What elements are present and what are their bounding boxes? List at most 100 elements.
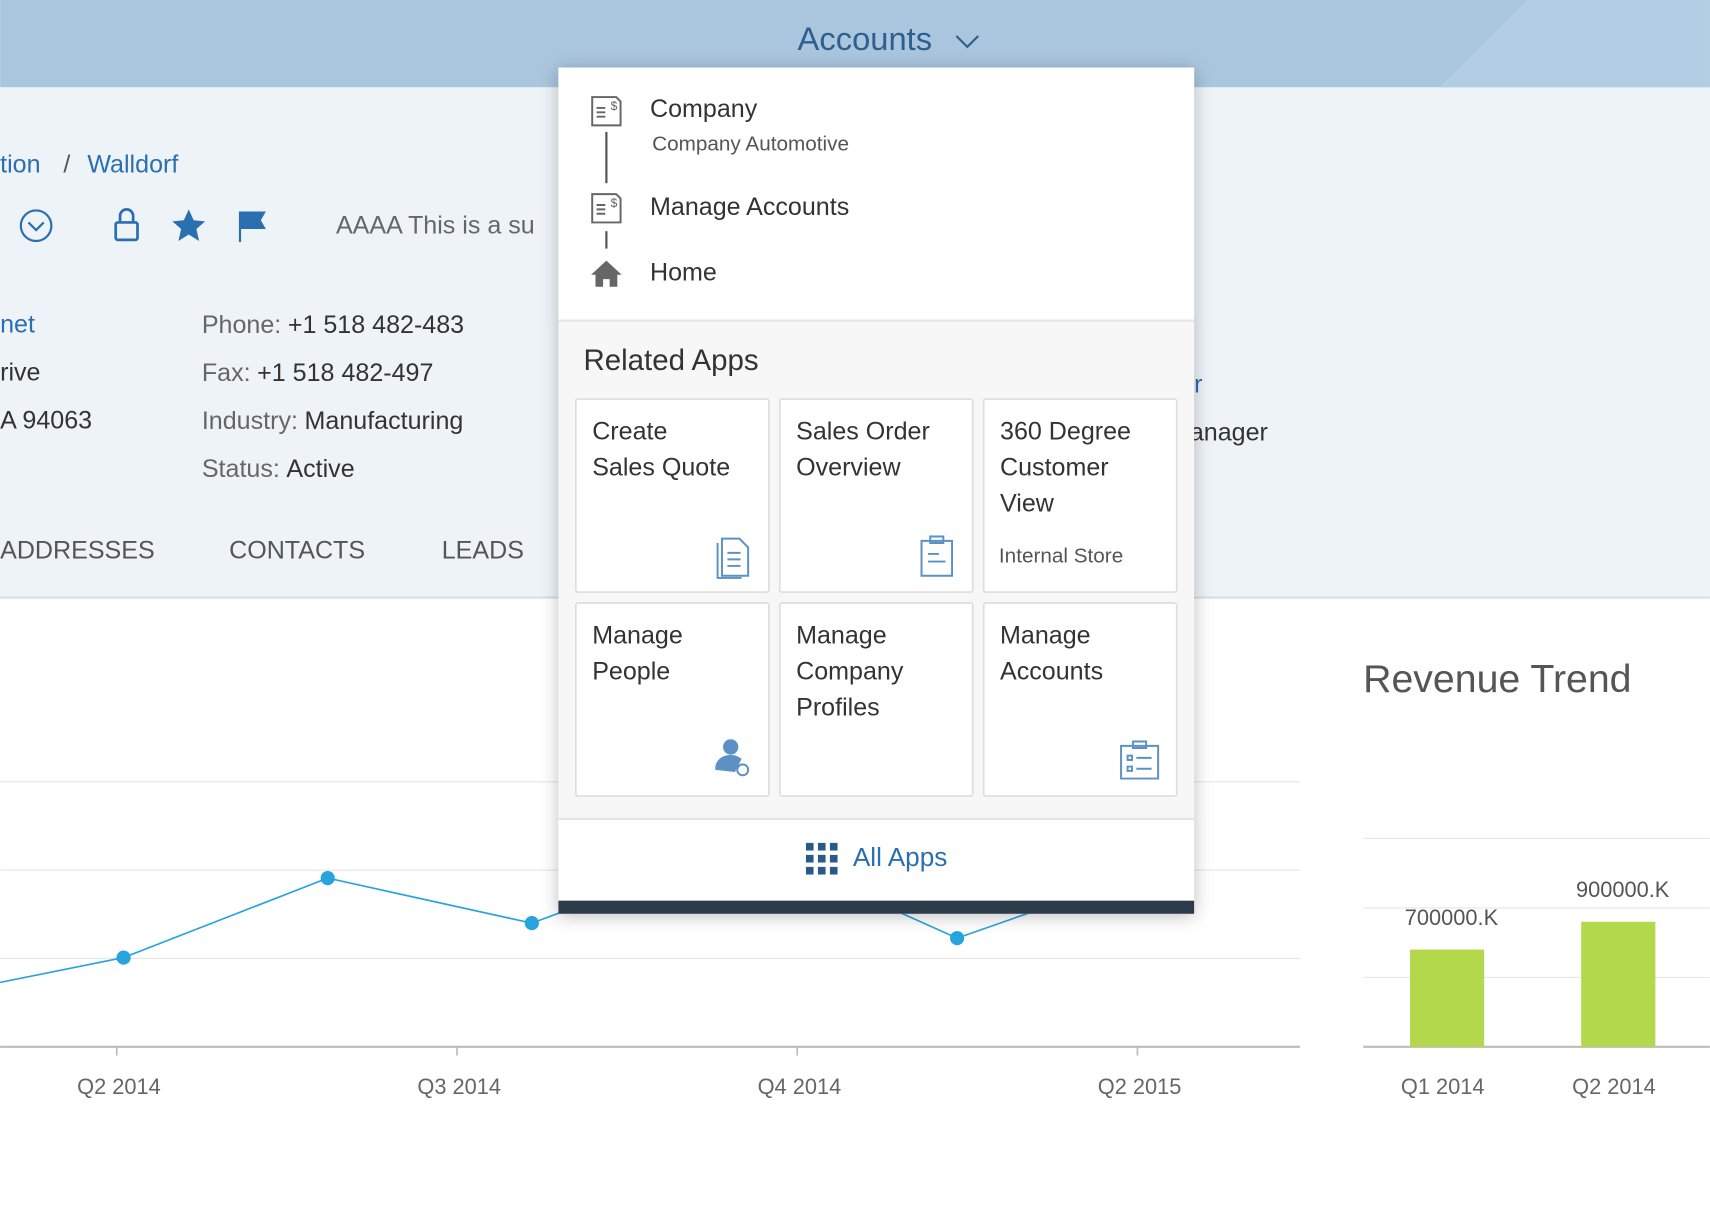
tile-icon [736, 763, 750, 777]
tile-icon [920, 535, 954, 577]
app-tile[interactable] [778, 602, 974, 797]
field-value: Manufacturing [305, 407, 464, 435]
data-point [524, 916, 539, 931]
all-apps-icon [817, 842, 826, 851]
field: Status: Active [202, 455, 355, 483]
tile-title: Profiles [796, 693, 880, 721]
tile-title: Customer [1000, 454, 1109, 482]
all-apps-icon [829, 854, 838, 863]
nav-item-title[interactable]: Manage Accounts [650, 193, 849, 221]
tile-title: Overview [796, 454, 901, 482]
tile-title: Sales Order [796, 418, 930, 446]
app-tile[interactable] [982, 398, 1178, 593]
tile-title: View [1000, 489, 1055, 517]
app-tile[interactable] [575, 602, 770, 797]
app-tile[interactable] [575, 398, 770, 593]
nav-item-subtitle: Company Automotive [652, 132, 849, 155]
tile-title: Create [592, 418, 667, 446]
x-tick-label: Q1 2014 [1401, 1074, 1485, 1099]
data-point [320, 871, 335, 886]
section-title: Related Apps [583, 344, 758, 377]
field-value: +1 518 482-483 [288, 311, 464, 339]
all-apps-icon [805, 866, 814, 875]
item-icon [591, 193, 622, 224]
left-field: rive [0, 359, 40, 387]
navigation-popover: $ $ Company Company Automotive Manage Accoun… [558, 67, 1195, 914]
tile-title: Manage [796, 621, 887, 649]
icon-star[interactable] [172, 209, 206, 241]
left-field: A 94063 [0, 407, 92, 435]
all-apps-icon [829, 866, 838, 875]
item-icon-home [591, 260, 622, 287]
tile-icon [715, 754, 742, 773]
all-apps-icon [817, 854, 826, 863]
hierarchy-bg [558, 67, 1195, 321]
field-label: Industry: [202, 407, 298, 435]
field: Industry: Manufacturing [202, 407, 463, 435]
field: Phone: +1 518 482-483 [202, 311, 464, 339]
breadcrumb-item[interactable]: Walldorf [87, 150, 178, 178]
tile-title: Sales Quote [592, 454, 730, 482]
tile-icon [716, 537, 750, 579]
x-tick-label: Q3 2014 [417, 1074, 501, 1099]
nav-item-title[interactable]: Home [650, 258, 717, 286]
icon-expand-chevron [27, 221, 45, 232]
chart-title: Revenue Trend [1363, 657, 1631, 701]
item-icon [591, 96, 622, 127]
all-apps-icon [805, 854, 814, 863]
tile-title: 360 Degree [1000, 418, 1131, 446]
object-description: AAAA This is a su [336, 211, 535, 239]
data-point [950, 931, 965, 946]
all-apps-icon [829, 842, 838, 851]
right-field: r [1194, 371, 1202, 399]
popover-bottom-bar [558, 900, 1195, 914]
field-label: Fax: [202, 359, 251, 387]
all-apps-icon [817, 866, 826, 875]
icon-flag[interactable] [238, 211, 266, 243]
tab[interactable]: CONTACTS [229, 536, 365, 564]
all-apps-link[interactable]: All Apps [853, 842, 948, 872]
right-field: lanager [1184, 419, 1268, 447]
data-point [116, 950, 131, 965]
tile-title: Manage [592, 621, 683, 649]
tile-icon [723, 739, 739, 755]
bar [1410, 949, 1485, 1047]
data-label: 900000.K [1576, 877, 1670, 902]
app-tile[interactable] [982, 602, 1178, 797]
bar [1581, 921, 1656, 1047]
x-tick-label: Q2 2014 [1572, 1074, 1656, 1099]
tab[interactable]: LEADS [442, 536, 524, 564]
icon-lock-shackle [118, 208, 135, 223]
tile-title: People [592, 657, 670, 685]
field-value: Active [286, 455, 354, 483]
tile-icon [1120, 740, 1160, 780]
title-chevron [955, 35, 979, 49]
tile-title: Accounts [1000, 657, 1103, 685]
tile-title: Manage [1000, 621, 1091, 649]
field-value: +1 518 482-497 [257, 359, 433, 387]
tile-subtitle: Internal Store [999, 545, 1123, 568]
breadcrumb-item: / [63, 150, 70, 178]
data-label: 700000.K [1405, 905, 1499, 930]
left-field: net [0, 311, 35, 339]
nav-item-title[interactable]: Company [650, 95, 758, 123]
tab[interactable]: ADDRESSES [0, 536, 155, 564]
app-tile[interactable] [778, 398, 974, 593]
item-icon-glyph: $ [611, 99, 618, 113]
all-apps-icon [805, 842, 814, 851]
icon-lock[interactable] [114, 221, 139, 242]
icon-expand[interactable] [19, 209, 53, 243]
shell-title[interactable]: Accounts [798, 20, 933, 57]
breadcrumb-item[interactable]: tion [0, 150, 40, 178]
tile-title: Company [796, 657, 904, 685]
field-label: Status: [202, 455, 280, 483]
item-icon-glyph: $ [611, 196, 618, 210]
x-tick-label: Q2 2014 [77, 1074, 161, 1099]
shell-bar-decor [1439, 0, 1710, 88]
x-tick-label: Q2 2015 [1098, 1074, 1182, 1099]
x-tick-label: Q4 2014 [758, 1074, 842, 1099]
field: Fax: +1 518 482-497 [202, 359, 434, 387]
footer-bg [558, 818, 1195, 901]
